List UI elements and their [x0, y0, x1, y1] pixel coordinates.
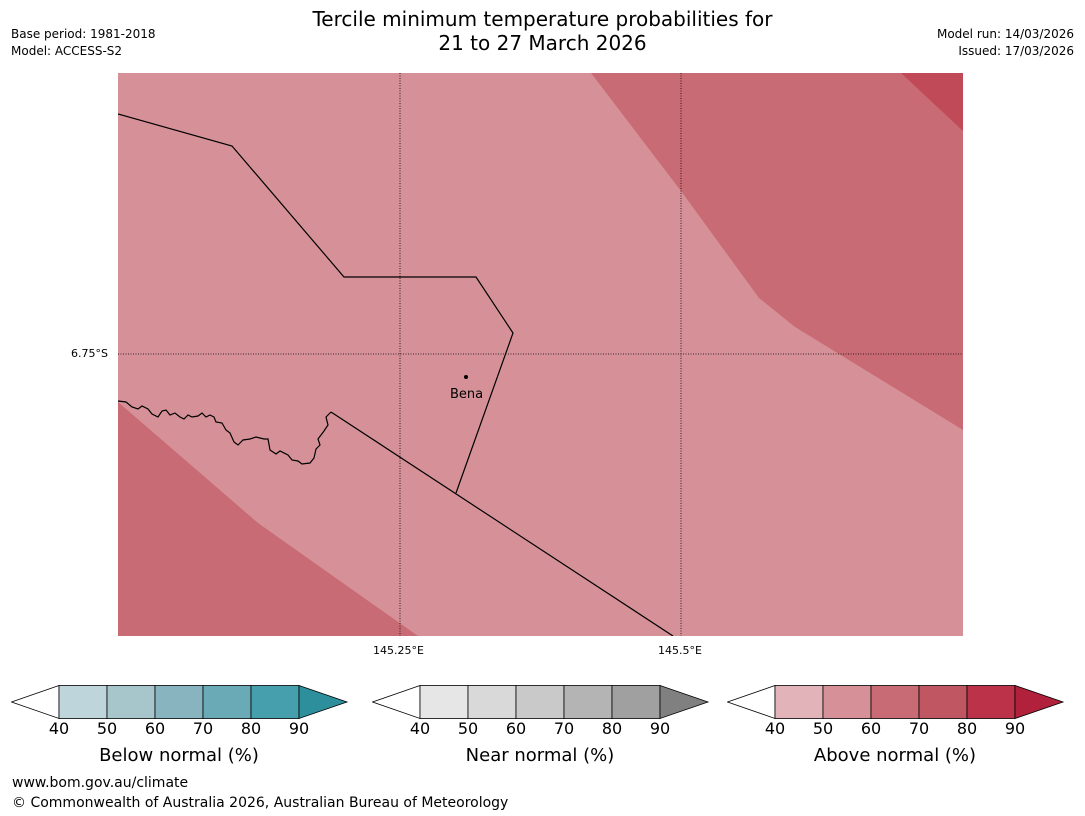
above-60-70-region-northeast [591, 73, 963, 430]
below-colorbar-tick-label: 70 [192, 719, 214, 738]
below-colorbar-segment [58, 685, 108, 719]
near-colorbar-segment [611, 685, 661, 719]
province-boundary-south [330, 411, 674, 636]
near-colorbar-tick-label: 60 [505, 719, 527, 738]
province-boundary [118, 113, 514, 494]
above-colorbar-high-arrow [1014, 685, 1065, 720]
above-colorbar-tick-label: 40 [764, 719, 786, 738]
below-colorbar-low-arrow [11, 685, 60, 720]
below-colorbar-tick-label: 80 [240, 719, 262, 738]
below-colorbar-tick-label: 90 [288, 719, 310, 738]
below-colorbar [11, 685, 349, 720]
longitude-label-145-5: 145.5°E [658, 644, 702, 657]
longitude-label-145-25: 145.25°E [373, 644, 424, 657]
near-colorbar-high-arrow [659, 685, 710, 720]
near-colorbar-tick-label: 70 [553, 719, 575, 738]
below-colorbar-segment [202, 685, 252, 719]
below-colorbar-segment [106, 685, 156, 719]
base-period: Base period: 1981-2018 [11, 27, 156, 41]
near-colorbar [372, 685, 710, 720]
above-60-70-region-southwest [118, 402, 418, 636]
above-colorbar-segment [966, 685, 1016, 719]
near-colorbar-segment [467, 685, 517, 719]
below-colorbar-tick-label: 60 [144, 719, 166, 738]
above-colorbar [727, 685, 1065, 720]
above-colorbar-label: Above normal (%) [813, 745, 977, 766]
above-80-90-region [901, 73, 963, 131]
map-canvas [118, 73, 963, 636]
above-colorbar-tick-label: 70 [908, 719, 930, 738]
above-colorbar-tick-label: 80 [956, 719, 978, 738]
near-colorbar-segment [563, 685, 613, 719]
above-colorbar-tick-label: 50 [812, 719, 834, 738]
below-colorbar-segment [250, 685, 300, 719]
map-title-line2: 21 to 27 March 2026 [438, 31, 647, 55]
copyright-notice: © Commonwealth of Australia 2026, Austra… [12, 795, 509, 811]
below-colorbar-segment [154, 685, 204, 719]
above-colorbar-segment [918, 685, 968, 719]
above-colorbar-tick-label: 90 [1004, 719, 1026, 738]
below-colorbar-tick-label: 50 [96, 719, 118, 738]
near-colorbar-label: Near normal (%) [465, 745, 615, 766]
river-line [118, 400, 332, 465]
model-run: Model run: 14/03/2026 [936, 27, 1074, 41]
town-marker [464, 375, 468, 379]
issued-date: Issued: 17/03/2026 [958, 44, 1074, 58]
near-colorbar-tick-label: 80 [601, 719, 623, 738]
below-colorbar-label: Below normal (%) [99, 745, 259, 766]
map-title-line1: Tercile minimum temperature probabilitie… [312, 7, 773, 31]
latitude-label: 6.75°S [71, 347, 108, 360]
near-colorbar-low-arrow [372, 685, 421, 720]
above-colorbar-low-arrow [727, 685, 776, 720]
below-colorbar-tick-label: 40 [48, 719, 70, 738]
town-label: Bena [450, 387, 484, 402]
model-name: Model: ACCESS-S2 [11, 44, 123, 58]
above-colorbar-segment [822, 685, 872, 719]
near-colorbar-tick-label: 90 [649, 719, 671, 738]
above-colorbar-segment [870, 685, 920, 719]
above-colorbar-segment [774, 685, 824, 719]
forecast-map[interactable] [118, 73, 963, 636]
near-colorbar-tick-label: 40 [409, 719, 431, 738]
above-colorbar-tick-label: 60 [860, 719, 882, 738]
below-colorbar-high-arrow [298, 685, 349, 720]
near-colorbar-segment [419, 685, 469, 719]
near-colorbar-tick-label: 50 [457, 719, 479, 738]
near-colorbar-segment [515, 685, 565, 719]
website-link[interactable]: www.bom.gov.au/climate [12, 775, 189, 791]
